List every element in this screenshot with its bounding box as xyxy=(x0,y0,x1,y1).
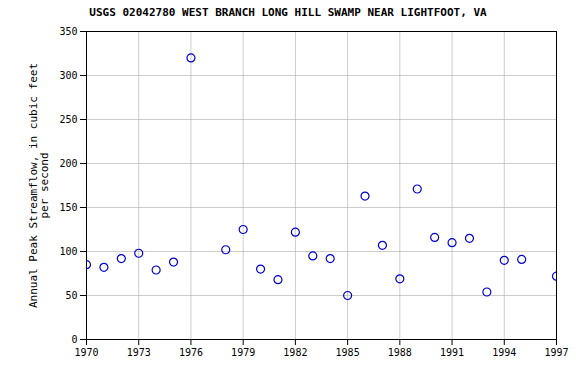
svg-text:300: 300 xyxy=(59,70,77,81)
svg-text:350: 350 xyxy=(59,26,77,37)
svg-text:1979: 1979 xyxy=(231,347,255,358)
svg-text:1988: 1988 xyxy=(388,347,412,358)
html-text:USGS 02042780 WEST BRANCH LONG: USGS 02042780 WEST BRANCH LONG HILL SWAM… xyxy=(89,6,487,19)
svg-text:50: 50 xyxy=(65,290,77,301)
svg-text:200: 200 xyxy=(59,158,77,169)
svg-text:100: 100 xyxy=(59,246,77,257)
svg-text:1994: 1994 xyxy=(492,347,516,358)
svg-text:250: 250 xyxy=(59,114,77,125)
svg-text:1985: 1985 xyxy=(336,347,360,358)
svg-text:1997: 1997 xyxy=(544,347,568,358)
svg-text:1982: 1982 xyxy=(283,347,307,358)
svg-text:1976: 1976 xyxy=(179,347,203,358)
svg-text:1970: 1970 xyxy=(74,347,98,358)
svg-text:150: 150 xyxy=(59,202,77,213)
svg-text:0: 0 xyxy=(71,334,77,345)
svg-text:Annual Peak Streamflow, in cub: Annual Peak Streamflow, in cubic feetper… xyxy=(27,63,51,308)
svg-text:1973: 1973 xyxy=(127,347,151,358)
svg-text:1991: 1991 xyxy=(440,347,464,358)
